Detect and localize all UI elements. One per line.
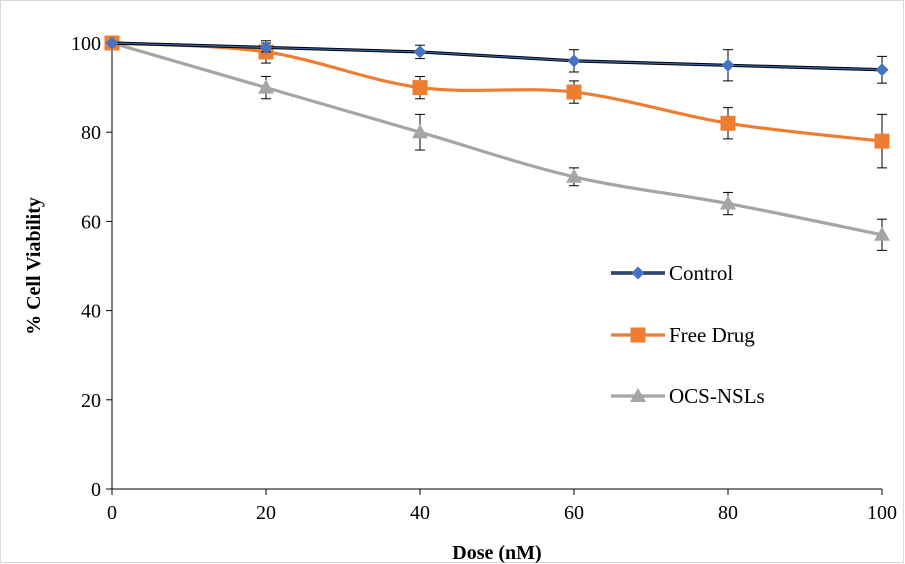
data-point (412, 124, 428, 139)
y-tick-label: 0 (91, 479, 101, 501)
legend-item: OCS-NSLs (611, 384, 765, 408)
x-tick-label: 60 (564, 502, 584, 524)
data-point (413, 45, 427, 59)
data-point (875, 63, 889, 77)
series-line-accent (111, 42, 883, 71)
x-tick-label: 20 (256, 502, 276, 524)
series-line (111, 41, 883, 143)
data-point (258, 79, 274, 94)
y-tick-label: 100 (71, 33, 101, 55)
data-point (105, 36, 119, 50)
data-point (874, 226, 890, 241)
legend-label: Free Drug (669, 323, 755, 347)
legend-marker (631, 266, 645, 280)
series-free-drug (104, 35, 890, 169)
x-tick-label: 0 (107, 502, 117, 524)
data-point (412, 80, 428, 96)
y-axis-title: % Cell Viability (23, 197, 45, 335)
y-tick-label: 20 (81, 390, 101, 412)
data-point (566, 168, 582, 183)
legend-label: OCS-NSLs (669, 384, 765, 408)
legend: Control Free Drug OCS-NSLs (611, 261, 765, 408)
data-point (566, 84, 582, 100)
x-tick-label: 40 (410, 502, 430, 524)
x-tick-label: 80 (718, 502, 738, 524)
series-layer (104, 35, 890, 251)
legend-item: Control (611, 261, 733, 285)
data-point (259, 40, 273, 54)
data-point (720, 195, 736, 210)
legend-marker (630, 327, 646, 343)
data-point (567, 54, 581, 68)
legend-marker (630, 388, 646, 402)
legend-label: Control (669, 261, 733, 285)
series-control (105, 36, 889, 84)
y-tick-label: 40 (81, 301, 101, 323)
x-axis-title: Dose (nM) (452, 542, 541, 564)
x-tick-label: 100 (867, 502, 897, 524)
legend-item: Free Drug (611, 323, 755, 347)
series-line (111, 41, 883, 237)
y-tick-label: 60 (81, 211, 101, 233)
data-point (720, 115, 736, 131)
data-point (721, 58, 735, 72)
axes: 0 20 40 60 80 100 0 20 40 60 80 100 (71, 33, 897, 524)
data-point (874, 133, 890, 149)
y-tick-label: 80 (81, 122, 101, 144)
